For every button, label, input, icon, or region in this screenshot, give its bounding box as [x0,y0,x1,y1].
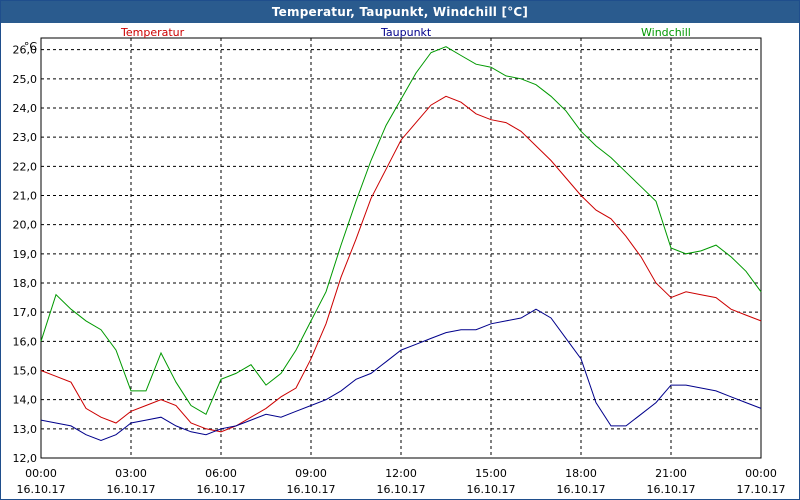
y-tick-label: 24,0 [13,102,38,115]
x-tick-date: 16.10.17 [647,483,696,496]
x-tick-time: 21:00 [655,467,687,480]
legend-temperatur: Temperatur [120,26,185,39]
x-tick-date: 16.10.17 [197,483,246,496]
x-tick-date: 16.10.17 [107,483,156,496]
y-tick-label: 15,0 [13,365,38,378]
y-tick-label: 18,0 [13,277,38,290]
x-tick-date: 16.10.17 [467,483,516,496]
y-tick-label: 13,0 [13,423,38,436]
y-tick-label: 20,0 [13,219,38,232]
legend-windchill: Windchill [641,26,691,39]
x-tick-date: 16.10.17 [557,483,606,496]
y-tick-label: 25,0 [13,73,38,86]
x-tick-time: 18:00 [565,467,597,480]
chart-area: 12,0 13,0 14,0 15,0 16,0 17,0 18,0 19,0 20,0 21,0… [13,26,786,496]
series-line-windchill [40,46,762,416]
series-line-taupunkt [40,308,762,442]
y-tick-label: 16,0 [13,335,38,348]
y-tick-label: 21,0 [13,190,38,203]
x-tick-date: 16.10.17 [287,483,336,496]
window-title: Temperatur, Taupunkt, Windchill [°C] [1,1,799,23]
x-tick-time: 06:00 [205,467,237,480]
x-tick-date: 16.10.17 [17,483,66,496]
x-tick-time: 15:00 [475,467,507,480]
y-tick-label: 26,0 [13,44,38,57]
x-tick-date: 16.10.17 [377,483,426,496]
y-tick-label: 22,0 [13,160,38,173]
y-tick-label: 19,0 [13,248,38,261]
y-tick-label: 17,0 [13,306,38,319]
x-tick-date: 17.10.17 [737,483,786,496]
legend-taupunkt: Taupunkt [380,26,432,39]
x-tick-time: 00:00 [25,467,57,480]
y-tick-label: 14,0 [13,394,38,407]
x-tick-time: 09:00 [295,467,327,480]
x-tick-time: 12:00 [385,467,417,480]
y-tick-label: 23,0 [13,131,38,144]
series-line-temperatur [40,95,762,433]
y-tick-label: 12,0 [13,452,38,465]
x-tick-time: 03:00 [115,467,147,480]
x-tick-time: 00:00 [745,467,777,480]
y-axis-unit: °C [24,40,38,53]
